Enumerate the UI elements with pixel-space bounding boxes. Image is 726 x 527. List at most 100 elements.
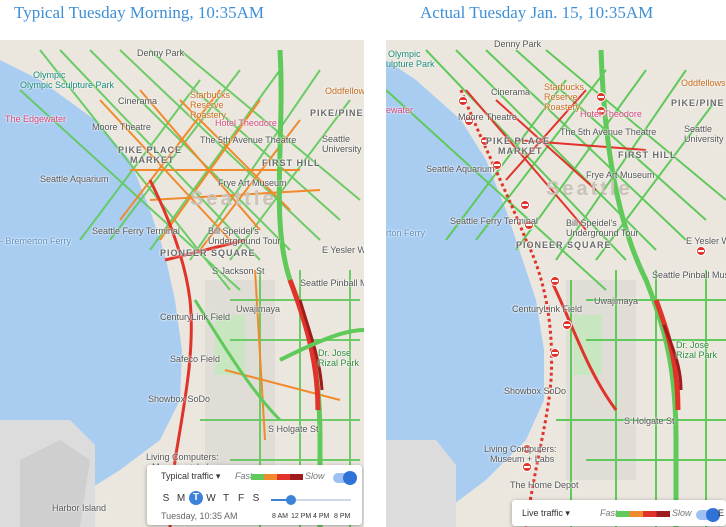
label-pioneer-square: PIONEER SQUARE (516, 240, 612, 250)
traffic-toggle[interactable] (696, 508, 720, 522)
time-tick-8pm: 8 PM (334, 513, 351, 520)
closure-marker[interactable] (458, 96, 468, 106)
label-first-hill: FIRST HILL (262, 158, 321, 168)
label-seattle-university: Seattle University (684, 124, 724, 144)
title-left: Typical Tuesday Morning, 10:35AM (14, 3, 265, 22)
day-sun[interactable]: S (162, 493, 170, 504)
label-edgewater: ewater (386, 105, 414, 115)
closure-marker[interactable] (522, 462, 532, 472)
label-moore-theatre: Moore Theatre (458, 112, 517, 122)
closure-marker[interactable] (596, 106, 606, 116)
map-live[interactable]: Denny Park Olympic ulpture Park Cinerama… (386, 40, 726, 527)
label-the-edgewater: The Edgewater (5, 114, 67, 124)
legend-slow-label: Slow (305, 471, 325, 481)
label-bremerton-ferry: - Bremerton Ferry (0, 236, 72, 246)
label-frye-art-museum: Frye Art Museum (218, 178, 287, 188)
traffic-panel-live[interactable]: Live traffic ▾ Fast Slow E (512, 500, 726, 526)
label-5th-avenue-theatre: The 5th Avenue Theatre (200, 135, 297, 145)
label-bremerton-ferry: rton Ferry (386, 228, 426, 238)
label-oddfellows: Oddfellows (681, 78, 726, 88)
label-pike-pine: PIKE/PINE (671, 98, 725, 108)
day-wed[interactable]: W (206, 493, 216, 504)
closure-marker[interactable] (550, 276, 560, 286)
label-hotel-theodore: Hotel Theodore (580, 109, 642, 119)
traffic-mode-dropdown[interactable]: Typical traffic ▾ (161, 471, 221, 481)
closure-marker[interactable] (492, 160, 502, 170)
label-denny-park: Denny Park (494, 40, 542, 49)
legend-color-scale (251, 474, 303, 480)
time-tick-8am: 8 AM (272, 513, 288, 520)
label-seattle: Seattle (546, 178, 633, 200)
closure-marker[interactable] (480, 136, 490, 146)
label-olympic: Olympic (388, 49, 421, 59)
label-seattle-university: Seattle University (322, 134, 362, 154)
label-living-computers: Living Computers: (146, 452, 219, 462)
day-mon[interactable]: M (176, 493, 186, 504)
label-starbucks-reserve: Starbucks Reserve Roastery (190, 90, 231, 120)
closure-marker[interactable] (520, 200, 530, 210)
closure-marker[interactable] (550, 348, 560, 358)
label-rizal-park: Rizal Park (318, 358, 360, 368)
label-pike-place: PIKE PLACE (118, 145, 183, 155)
label-museum-labs: Museum + Labs (490, 454, 555, 464)
chevron-down-icon: ▾ (215, 471, 221, 481)
label-seattle-aquarium: Seattle Aquarium (426, 164, 495, 174)
label-frye-art-museum: Frye Art Museum (586, 170, 655, 180)
traffic-panel-typical[interactable]: Typical traffic ▾ Fast Slow S M T W T F … (147, 465, 362, 525)
map-typical[interactable]: Denny Park Olympic Olympic Sculpture Par… (0, 40, 364, 527)
label-centurylink: CenturyLink Field (160, 312, 231, 322)
label-centurylink: CenturyLink Field (512, 304, 583, 314)
label-home-depot: The Home Depot (510, 480, 579, 490)
closure-marker[interactable] (524, 220, 534, 230)
day-sat[interactable]: S (252, 493, 260, 504)
time-slider[interactable] (271, 495, 351, 505)
day-thu[interactable]: T (222, 493, 230, 504)
panel-extra-label: E (718, 508, 725, 518)
selected-datetime: Tuesday, 10:35 AM (161, 511, 238, 521)
label-bill-speidels: Bill Speidel's (566, 218, 617, 228)
legend-color-scale (616, 511, 670, 517)
label-hotel-theodore: Hotel Theodore (215, 118, 277, 128)
label-cinerama: Cinerama (118, 96, 158, 106)
label-seattle-ferry-terminal: Seattle Ferry Terminal (450, 216, 538, 226)
label-holgate: S Holgate St (268, 424, 319, 434)
label-denny-park: Denny Park (137, 48, 185, 58)
label-harbor-island: Harbor Island (52, 503, 107, 513)
time-tick-4pm: 4 PM (313, 513, 330, 520)
label-pike-pine: PIKE/PINE (310, 108, 364, 118)
label-sculpture-park: ulpture Park (386, 59, 435, 69)
closure-marker[interactable] (596, 92, 606, 102)
legend-fast-label: Fast (600, 508, 618, 518)
label-safeco: Safeco Field (170, 354, 221, 364)
day-fri[interactable]: F (237, 493, 245, 504)
label-showbox: Showbox SoDo (148, 394, 211, 404)
day-selector[interactable]: S M T W T F S (159, 491, 269, 507)
title-right: Actual Tuesday Jan. 15, 10:35AM (420, 3, 654, 22)
closure-marker[interactable] (464, 116, 474, 126)
label-living-computers: Living Computers: (484, 444, 557, 454)
label-dr-jose: Dr. Jose (676, 340, 710, 350)
label-rizal-park: Rizal Park (676, 350, 718, 360)
day-tue[interactable]: T (189, 491, 203, 505)
time-slider-handle[interactable] (286, 495, 296, 505)
label-pike-place: PIKE PLACE (486, 136, 551, 146)
label-uwajimaya: Uwajimaya (236, 304, 281, 314)
label-cinerama: Cinerama (491, 87, 531, 97)
label-seattle-ferry-terminal: Seattle Ferry Terminal (92, 226, 180, 236)
closure-marker[interactable] (522, 444, 532, 454)
label-oddfellows: Oddfellows (325, 86, 364, 96)
label-sculpture-park: Olympic Sculpture Park (20, 80, 115, 90)
traffic-toggle[interactable] (333, 471, 357, 485)
label-seattle-pinball: Seattle Pinball Museum (652, 270, 726, 280)
label-5th-avenue-theatre: The 5th Avenue Theatre (560, 127, 657, 137)
label-showbox: Showbox SoDo (504, 386, 567, 396)
traffic-mode-dropdown[interactable]: Live traffic ▾ (522, 508, 570, 518)
map-live-canvas (386, 49, 726, 527)
label-holgate: S Holgate St (624, 416, 675, 426)
label-underground-tour: Underground Tour (566, 228, 639, 238)
closure-marker[interactable] (696, 246, 706, 256)
label-underground-tour: Underground Tour (208, 236, 281, 246)
closure-marker[interactable] (562, 320, 572, 330)
chevron-down-icon: ▾ (565, 508, 570, 518)
label-moore-theatre: Moore Theatre (92, 122, 151, 132)
